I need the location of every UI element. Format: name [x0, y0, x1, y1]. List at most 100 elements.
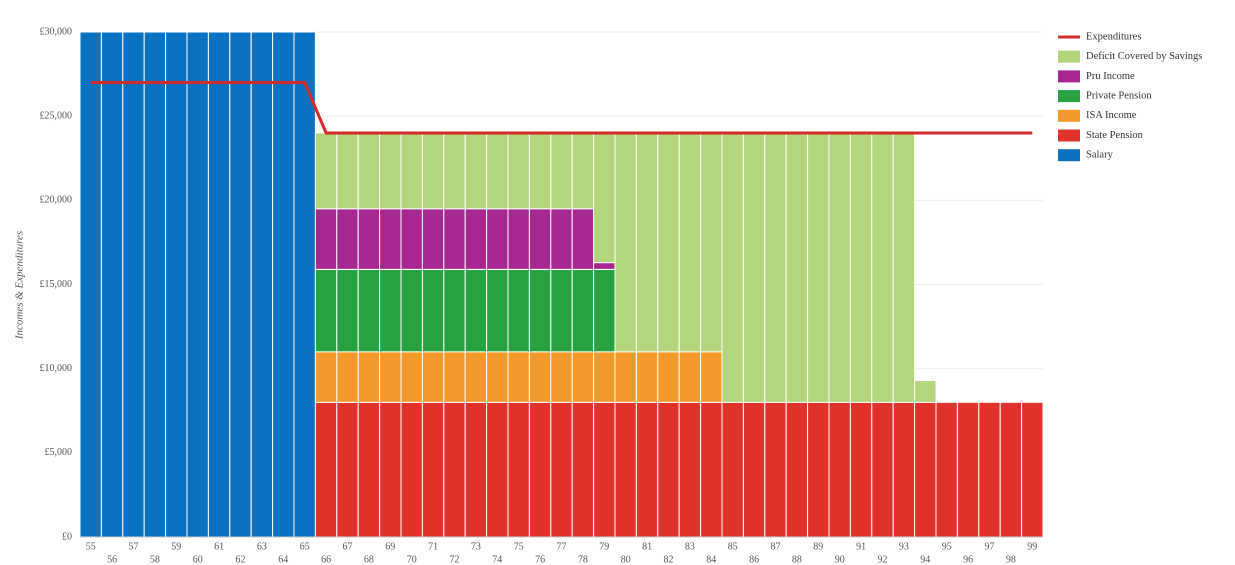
bar-segment: [721, 401, 744, 538]
y-axis-label: Incomes & Expenditures: [14, 231, 26, 340]
bar-segment: [914, 401, 937, 538]
bar-segment: [657, 401, 680, 538]
bar-segment: [764, 401, 787, 538]
bar-segment: [314, 268, 338, 353]
x-tick-label: 56: [107, 554, 117, 565]
bar-segment: [678, 351, 702, 403]
x-tick-label: 61: [214, 541, 224, 552]
line-series: [90, 81, 1033, 135]
bar-segment: [443, 208, 466, 270]
y-tick-label: £5,000: [45, 447, 73, 458]
x-tick-label: 65: [300, 541, 310, 552]
x-tick-label: 81: [642, 541, 652, 552]
bar-segment: [785, 401, 809, 538]
bar-segment: [807, 132, 830, 403]
legend-swatch: [1058, 50, 1080, 63]
bar-segment: [571, 208, 595, 270]
bar-segment: [229, 31, 252, 538]
x-tick-label: 67: [343, 541, 353, 552]
bar-segment: [678, 132, 702, 353]
bar-segment: [764, 132, 787, 403]
y-tick-label: £0: [62, 531, 72, 542]
bar-segment: [614, 132, 637, 353]
bar-segment: [571, 132, 595, 210]
legend-label: Deficit Covered by Savings: [1086, 51, 1202, 62]
bar-segment: [464, 401, 488, 538]
y-tick-label: £20,000: [40, 195, 73, 206]
bar-segment: [849, 132, 873, 403]
bar-segment: [400, 268, 423, 353]
bar-segment: [207, 31, 231, 538]
x-tick-label: 91: [856, 541, 866, 552]
x-tick-label: 62: [236, 554, 246, 565]
bar-segment: [593, 351, 616, 403]
bar-segment: [357, 268, 381, 353]
bar-segment: [635, 132, 659, 353]
bar-segment: [186, 31, 209, 538]
bar-segment: [507, 268, 530, 353]
bar-segment: [421, 132, 445, 210]
x-tick-label: 98: [1006, 554, 1016, 565]
legend-label: State Pension: [1086, 130, 1144, 141]
bar-segment: [614, 351, 637, 403]
bar-segment: [336, 401, 359, 538]
bar-segment: [486, 132, 509, 210]
x-tick-label: 70: [407, 554, 417, 565]
bar-segment: [892, 401, 916, 538]
bar-segment: [272, 31, 295, 538]
bar-segment: [357, 351, 381, 403]
bar-segment: [999, 401, 1023, 538]
bar-segment: [314, 132, 338, 210]
legend-swatch: [1058, 149, 1080, 162]
bar-segment: [122, 31, 145, 538]
x-tick-label: 96: [963, 554, 973, 565]
bar-segment: [379, 208, 402, 270]
bar-segment: [507, 351, 530, 403]
bar-segment: [550, 268, 573, 353]
bar-segment: [528, 268, 552, 353]
x-tick-label: 82: [664, 554, 674, 565]
x-tick-label: 85: [728, 541, 738, 552]
bar-segment: [1021, 401, 1044, 538]
bar-segment: [143, 31, 167, 538]
bar-segment: [464, 132, 488, 210]
x-tick-label: 89: [813, 541, 823, 552]
bar-segment: [742, 401, 766, 538]
bar-segment: [507, 401, 530, 538]
x-tick-label: 66: [321, 554, 331, 565]
legend-label: Expenditures: [1086, 31, 1141, 42]
bar-segment: [678, 401, 702, 538]
bar-segment: [828, 132, 851, 403]
legend-label: Pru Income: [1086, 71, 1135, 82]
bar-segment: [914, 379, 937, 403]
x-tick-label: 90: [835, 554, 845, 565]
bar-segment: [700, 132, 723, 353]
legend-label: Private Pension: [1086, 91, 1152, 102]
legend-swatch: [1058, 109, 1080, 122]
bar-segment: [528, 401, 552, 538]
bar-segment: [336, 132, 359, 210]
x-tick-label: 75: [514, 541, 524, 552]
y-tick-label: £25,000: [40, 110, 73, 121]
x-tick-label: 59: [171, 541, 181, 552]
x-tick-label: 99: [1027, 541, 1037, 552]
bar-segment: [871, 401, 894, 538]
legend-swatch: [1058, 70, 1080, 83]
bar-segment: [486, 351, 509, 403]
bar-segment: [657, 351, 680, 403]
bar-segment: [79, 31, 102, 538]
bar-segment: [486, 208, 509, 270]
bar-segment: [550, 208, 573, 270]
bar-segment: [593, 401, 616, 538]
bar-segment: [100, 31, 124, 538]
bar-segment: [443, 401, 466, 538]
bar-segment: [250, 31, 274, 538]
bar-segment: [400, 132, 423, 210]
bar-segment: [379, 401, 402, 538]
bar-segment: [357, 132, 381, 210]
bar-segment: [807, 401, 830, 538]
bar-segment: [314, 208, 338, 270]
bar-segment: [379, 132, 402, 210]
bar-segment: [165, 31, 188, 538]
